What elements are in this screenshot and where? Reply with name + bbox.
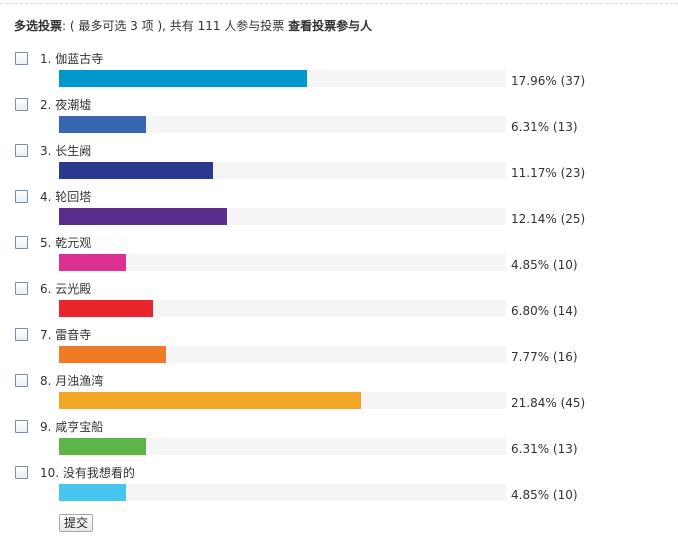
option-label: 7. 雷音寺 (40, 328, 92, 342)
result-bar-fill (59, 346, 166, 363)
poll-option: 3. 长生阙 11.17% (23) (0, 144, 678, 190)
option-label: 2. 夜潮墟 (40, 98, 92, 112)
option-checkbox[interactable] (15, 144, 28, 157)
poll-option: 2. 夜潮墟 6.31% (13) (0, 98, 678, 144)
poll-option: 6. 云光殿 6.80% (14) (0, 282, 678, 328)
option-label: 3. 长生阙 (40, 144, 92, 158)
option-checkbox[interactable] (15, 52, 28, 65)
result-bar-track (59, 116, 506, 133)
poll-type-title: 多选投票 (14, 19, 63, 33)
result-bar-track (59, 162, 506, 179)
poll-header: 多选投票: ( 最多可选 3 项 ), 共有 111 人参与投票 查看投票参与人 (14, 18, 372, 34)
option-label: 9. 咸亨宝船 (40, 420, 104, 434)
view-voters-link[interactable]: 查看投票参与人 (288, 19, 373, 33)
option-checkbox[interactable] (15, 466, 28, 479)
result-percent: 6.31% (13) (511, 442, 578, 456)
option-checkbox[interactable] (15, 190, 28, 203)
result-percent: 4.85% (10) (511, 258, 578, 272)
poll-rule-text: : ( 最多可选 3 项 ), 共有 111 人参与投票 (62, 19, 285, 33)
option-label: 1. 伽蓝古寺 (40, 52, 104, 66)
result-bar-track (59, 300, 506, 317)
top-divider (0, 3, 678, 4)
result-percent: 6.80% (14) (511, 304, 578, 318)
option-label: 4. 轮回塔 (40, 190, 92, 204)
poll-option: 8. 月浊渔湾 21.84% (45) (0, 374, 678, 420)
option-label: 6. 云光殿 (40, 282, 92, 296)
result-bar-fill (59, 208, 227, 225)
result-bar-track (59, 254, 506, 271)
submit-button[interactable]: 提交 (59, 514, 94, 532)
result-bar-fill (59, 70, 307, 87)
result-bar-track (59, 392, 506, 409)
option-label: 8. 月浊渔湾 (40, 374, 104, 388)
result-percent: 4.85% (10) (511, 488, 578, 502)
result-bar-fill (59, 438, 146, 455)
option-label: 10. 没有我想看的 (40, 466, 135, 480)
poll-option: 5. 乾元观 4.85% (10) (0, 236, 678, 282)
result-bar-track (59, 70, 506, 87)
option-checkbox[interactable] (15, 420, 28, 433)
poll-option: 7. 雷音寺 7.77% (16) (0, 328, 678, 374)
result-percent: 11.17% (23) (511, 166, 586, 180)
result-bar-track (59, 208, 506, 225)
result-percent: 17.96% (37) (511, 74, 586, 88)
result-percent: 12.14% (25) (511, 212, 586, 226)
result-bar-fill (59, 484, 126, 501)
option-checkbox[interactable] (15, 236, 28, 249)
option-checkbox[interactable] (15, 328, 28, 341)
poll-option: 10. 没有我想看的 4.85% (10) (0, 466, 678, 512)
result-bar-fill (59, 162, 213, 179)
option-checkbox[interactable] (15, 98, 28, 111)
result-bar-fill (59, 392, 361, 409)
option-checkbox[interactable] (15, 282, 28, 295)
result-percent: 7.77% (16) (511, 350, 578, 364)
result-bar-fill (59, 300, 153, 317)
result-bar-track (59, 438, 506, 455)
poll-option: 9. 咸亨宝船 6.31% (13) (0, 420, 678, 466)
result-bar-track (59, 484, 506, 501)
result-percent: 6.31% (13) (511, 120, 578, 134)
option-checkbox[interactable] (15, 374, 28, 387)
poll-option: 1. 伽蓝古寺 17.96% (37) (0, 52, 678, 98)
result-percent: 21.84% (45) (511, 396, 586, 410)
result-bar-fill (59, 254, 126, 271)
poll-option: 4. 轮回塔 12.14% (25) (0, 190, 678, 236)
result-bar-fill (59, 116, 146, 133)
result-bar-track (59, 346, 506, 363)
option-label: 5. 乾元观 (40, 236, 92, 250)
